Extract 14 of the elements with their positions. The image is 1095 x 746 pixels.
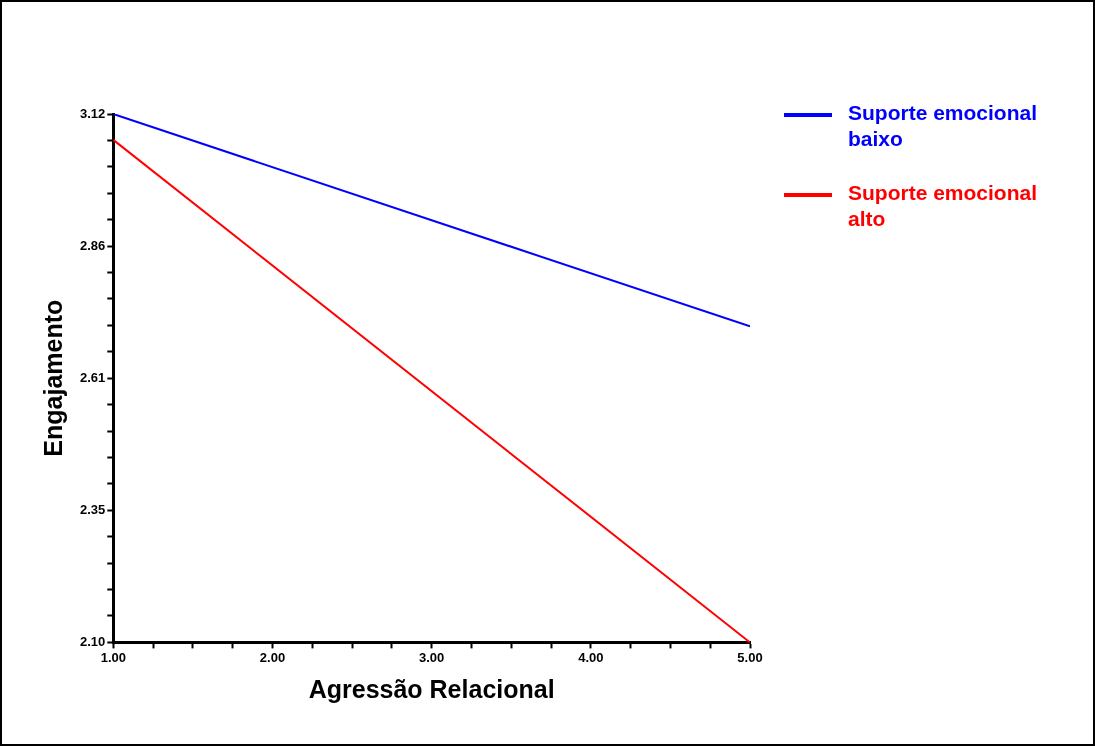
legend-label: Suporte emocional baixo [848, 100, 1039, 152]
x-tick-label: 5.00 [737, 649, 763, 665]
legend-label: Suporte emocional alto [848, 180, 1039, 232]
y-tick-label: 2.10 [79, 633, 106, 649]
y-tick-label: 2.61 [79, 369, 106, 385]
x-tick-label: 1.00 [100, 649, 126, 665]
x-tick-label: 3.00 [418, 649, 445, 665]
y-tick-label: 2.86 [79, 237, 106, 253]
y-tick-label: 2.35 [79, 501, 106, 517]
x-tick-label: 2.00 [259, 649, 286, 665]
x-axis-title: Agressão Relacional [308, 674, 555, 703]
y-tick-label: 3.12 [79, 105, 106, 121]
y-axis-title: Engajamento [38, 299, 67, 457]
x-tick-label: 4.00 [578, 649, 604, 665]
